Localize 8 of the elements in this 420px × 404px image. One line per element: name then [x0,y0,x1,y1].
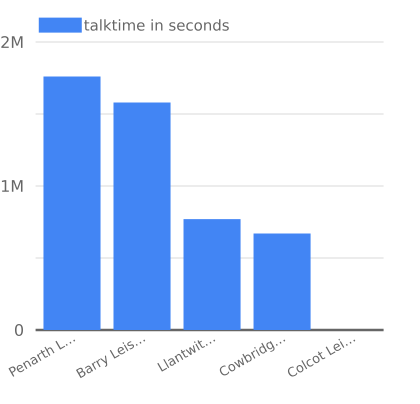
bar [254,234,311,330]
y-tick-label: 1M [2,180,22,192]
bar [43,76,101,330]
bar [184,219,241,330]
legend-label: talktime in seconds [84,19,229,31]
bar [113,102,171,330]
y-tick-label: 0 [14,324,24,336]
y-tick-label: 2M [1,36,22,48]
